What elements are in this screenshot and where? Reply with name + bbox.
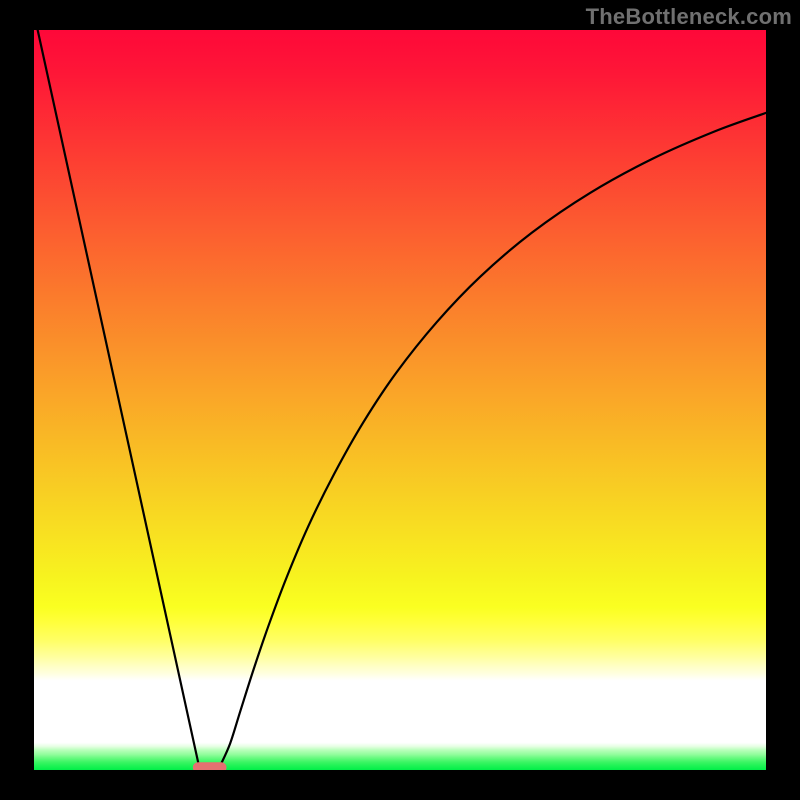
gradient-background <box>34 30 766 770</box>
watermark-text: TheBottleneck.com <box>586 4 792 30</box>
bottleneck-chart <box>34 30 766 770</box>
figure-root: TheBottleneck.com <box>0 0 800 800</box>
optimal-marker <box>193 762 227 770</box>
